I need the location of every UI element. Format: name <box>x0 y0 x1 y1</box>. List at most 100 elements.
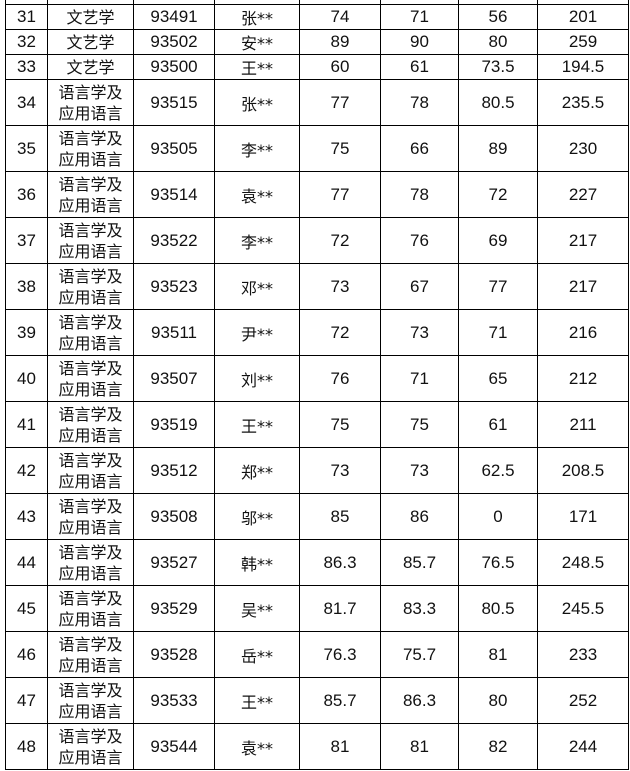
total-score-cell: 201 <box>537 4 629 30</box>
score-3-cell: 76.5 <box>458 539 538 586</box>
score-1-cell: 85.7 <box>299 677 381 724</box>
score-2-cell: 83.3 <box>380 585 459 632</box>
name-cell: 李** <box>214 217 300 264</box>
name-cell: 韩** <box>214 539 300 586</box>
name-cell: 郑** <box>214 447 300 494</box>
major-cell: 语言学及 应用语言 <box>47 171 134 218</box>
score-1-cell: 75 <box>299 125 381 172</box>
score-2-cell: 75 <box>380 401 459 448</box>
score-2-cell: 61 <box>380 54 459 80</box>
major-cell: 语言学及 应用语言 <box>47 493 134 540</box>
score-2-cell: 73 <box>380 309 459 356</box>
table-row: 48 语言学及 应用语言 93544 袁** 81 81 82 244 <box>5 723 629 770</box>
name-cell: 邓** <box>214 263 300 310</box>
score-1-cell: 89 <box>299 29 381 55</box>
row-number: 42 <box>5 447 48 494</box>
score-1-cell: 77 <box>299 171 381 218</box>
name-cell: 张** <box>214 79 300 126</box>
score-1-cell: 76.3 <box>299 631 381 678</box>
exam-id-cell: 93507 <box>133 355 215 402</box>
total-score-cell: 235.5 <box>537 79 629 126</box>
name-cell: 袁** <box>214 723 300 770</box>
row-number: 36 <box>5 171 48 218</box>
table-row: 37 语言学及 应用语言 93522 李** 72 76 69 217 <box>5 217 629 264</box>
exam-id-cell: 93508 <box>133 493 215 540</box>
score-2-cell: 66 <box>380 125 459 172</box>
major-cell: 语言学及 应用语言 <box>47 79 134 126</box>
name-cell: 王** <box>214 677 300 724</box>
exam-id-cell: 93522 <box>133 217 215 264</box>
major-cell: 文艺学 <box>47 29 134 55</box>
score-3-cell: 89 <box>458 125 538 172</box>
table-row: 35 语言学及 应用语言 93505 李** 75 66 89 230 <box>5 125 629 172</box>
score-1-cell: 81 <box>299 723 381 770</box>
score-2-cell: 71 <box>380 355 459 402</box>
total-score-cell: 245.5 <box>537 585 629 632</box>
score-2-cell: 76 <box>380 217 459 264</box>
total-score-cell: 216 <box>537 309 629 356</box>
exam-id-cell: 93529 <box>133 585 215 632</box>
row-number: 43 <box>5 493 48 540</box>
score-3-cell: 56 <box>458 4 538 30</box>
table-row: 33 文艺学 93500 王** 60 61 73.5 194.5 <box>5 54 629 80</box>
table-row: 40 语言学及 应用语言 93507 刘** 76 71 65 212 <box>5 355 629 402</box>
major-cell: 语言学及 应用语言 <box>47 309 134 356</box>
exam-id-cell: 93514 <box>133 171 215 218</box>
table-row: 34 语言学及 应用语言 93515 张** 77 78 80.5 235.5 <box>5 79 629 126</box>
exam-id-cell: 93515 <box>133 79 215 126</box>
total-score-cell: 227 <box>537 171 629 218</box>
score-table: 31 文艺学 93491 张** 74 71 56 201 32 文艺学 93502 安** 89 90 8… <box>5 0 629 770</box>
exam-id-cell: 93528 <box>133 631 215 678</box>
name-cell: 李** <box>214 125 300 172</box>
score-1-cell: 74 <box>299 4 381 30</box>
major-cell: 语言学及 应用语言 <box>47 631 134 678</box>
row-number: 32 <box>5 29 48 55</box>
total-score-cell: 217 <box>537 263 629 310</box>
row-number: 33 <box>5 54 48 80</box>
major-cell: 语言学及 应用语言 <box>47 723 134 770</box>
score-1-cell: 73 <box>299 447 381 494</box>
score-3-cell: 71 <box>458 309 538 356</box>
row-number: 40 <box>5 355 48 402</box>
exam-id-cell: 93533 <box>133 677 215 724</box>
score-2-cell: 67 <box>380 263 459 310</box>
total-score-cell: 208.5 <box>537 447 629 494</box>
total-score-cell: 230 <box>537 125 629 172</box>
score-2-cell: 71 <box>380 4 459 30</box>
table-row: 38 语言学及 应用语言 93523 邓** 73 67 77 217 <box>5 263 629 310</box>
row-number: 46 <box>5 631 48 678</box>
total-score-cell: 171 <box>537 493 629 540</box>
table-row: 41 语言学及 应用语言 93519 王** 75 75 61 211 <box>5 401 629 448</box>
score-3-cell: 62.5 <box>458 447 538 494</box>
total-score-cell: 212 <box>537 355 629 402</box>
score-1-cell: 86.3 <box>299 539 381 586</box>
score-2-cell: 81 <box>380 723 459 770</box>
row-number: 34 <box>5 79 48 126</box>
exam-id-cell: 93519 <box>133 401 215 448</box>
score-3-cell: 73.5 <box>458 54 538 80</box>
name-cell: 王** <box>214 401 300 448</box>
score-1-cell: 73 <box>299 263 381 310</box>
row-number: 48 <box>5 723 48 770</box>
table-row: 44 语言学及 应用语言 93527 韩** 86.3 85.7 76.5 248.5 <box>5 539 629 586</box>
exam-id-cell: 93527 <box>133 539 215 586</box>
row-number: 45 <box>5 585 48 632</box>
table-row: 39 语言学及 应用语言 93511 尹** 72 73 71 216 <box>5 309 629 356</box>
score-1-cell: 81.7 <box>299 585 381 632</box>
table-row: 31 文艺学 93491 张** 74 71 56 201 <box>5 4 629 30</box>
score-3-cell: 82 <box>458 723 538 770</box>
row-number: 47 <box>5 677 48 724</box>
total-score-cell: 244 <box>537 723 629 770</box>
score-1-cell: 77 <box>299 79 381 126</box>
score-2-cell: 86 <box>380 493 459 540</box>
row-number: 31 <box>5 4 48 30</box>
major-cell: 语言学及 应用语言 <box>47 401 134 448</box>
table-row: 43 语言学及 应用语言 93508 邬** 85 86 0 171 <box>5 493 629 540</box>
total-score-cell: 211 <box>537 401 629 448</box>
major-cell: 文艺学 <box>47 54 134 80</box>
total-score-cell: 233 <box>537 631 629 678</box>
score-1-cell: 76 <box>299 355 381 402</box>
score-3-cell: 80.5 <box>458 79 538 126</box>
score-3-cell: 80 <box>458 677 538 724</box>
score-3-cell: 65 <box>458 355 538 402</box>
